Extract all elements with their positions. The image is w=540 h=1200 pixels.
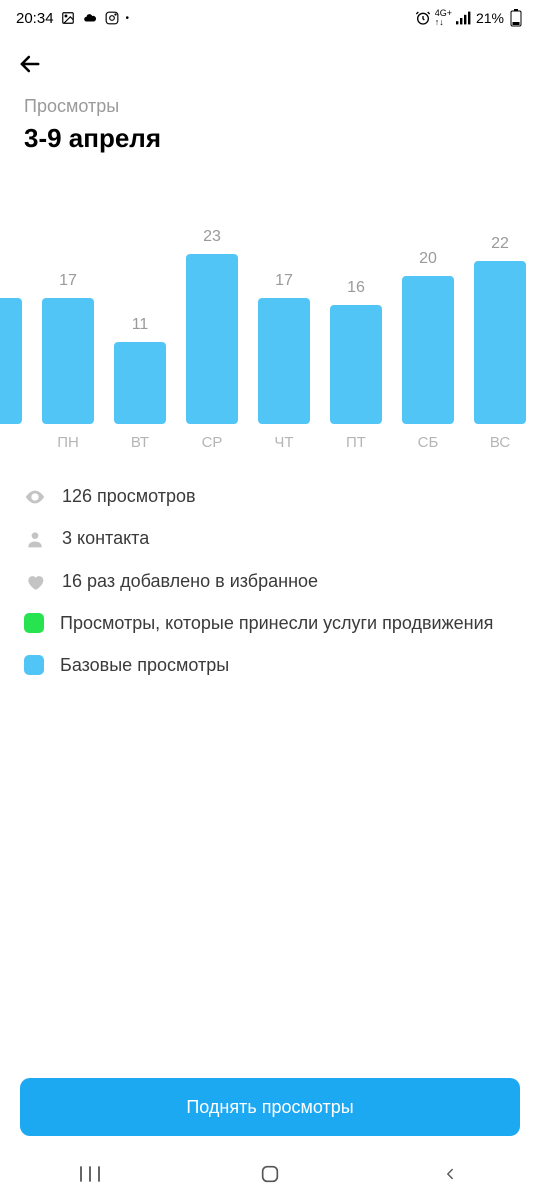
cloud-icon <box>82 10 98 26</box>
bar-rect <box>42 298 94 424</box>
battery-icon <box>508 10 524 26</box>
bar-value: 22 <box>491 235 509 255</box>
bar-value: 11 <box>132 316 149 336</box>
bar-rect <box>114 342 166 424</box>
bar-rect <box>186 254 238 424</box>
bar-value: 17 <box>275 272 293 292</box>
system-navbar <box>0 1148 540 1200</box>
status-left: 20:34 • <box>16 10 129 27</box>
stat-favorites: 16 раз добавлено в избранное <box>24 569 516 593</box>
views-chart: 17 ПН 11 ВТ 23 СР 17 ЧТ 16 ПТ 20 СБ 22 ВС <box>0 154 540 454</box>
bar-rect <box>402 276 454 424</box>
cta-container: Поднять просмотры <box>0 1078 540 1136</box>
bar-rect <box>0 298 22 424</box>
bar-label: ВС <box>490 434 510 454</box>
status-time: 20:34 <box>16 10 54 27</box>
bar-rect <box>330 305 382 424</box>
legend-base-swatch <box>24 655 44 675</box>
bar-label: ЧТ <box>274 434 293 454</box>
alarm-icon <box>415 10 431 26</box>
heart-icon <box>24 571 46 593</box>
chart-bar[interactable]: 16 ПТ <box>330 279 382 454</box>
status-right: 4G+↑↓ 21% <box>415 9 524 27</box>
back-button[interactable] <box>16 50 44 78</box>
eye-icon <box>24 486 46 508</box>
bar-label: СР <box>202 434 223 454</box>
header: Просмотры 3-9 апреля <box>0 92 540 154</box>
bar-value: 16 <box>347 279 365 299</box>
chart-bar[interactable]: 17 ПН <box>42 272 94 454</box>
page-title: 3-9 апреля <box>24 123 516 154</box>
nav-back-button[interactable] <box>410 1158 490 1190</box>
topbar <box>0 36 540 92</box>
bar-label: ПН <box>57 434 79 454</box>
stat-contacts-text: 3 контакта <box>62 526 149 550</box>
battery-percent: 21% <box>476 10 504 26</box>
legend-promo-label: Просмотры, которые принесли услуги продв… <box>60 611 493 635</box>
legend-promo-swatch <box>24 613 44 633</box>
nav-recents-button[interactable] <box>50 1158 130 1190</box>
bar-value: 23 <box>203 228 221 248</box>
nav-home-button[interactable] <box>230 1158 310 1190</box>
legend-base: Базовые просмотры <box>24 653 516 677</box>
chart-bar[interactable]: 22 ВС <box>474 235 526 454</box>
bar-label: ВТ <box>131 434 149 454</box>
chart-bar[interactable]: 20 СБ <box>402 250 454 454</box>
network-icon: 4G+↑↓ <box>435 9 452 27</box>
person-icon <box>24 528 46 550</box>
bar-value: 17 <box>59 272 77 292</box>
legend-promo: Просмотры, которые принесли услуги продв… <box>24 611 516 635</box>
bar-label: СБ <box>418 434 439 454</box>
stat-contacts: 3 контакта <box>24 526 516 550</box>
chart-bar[interactable]: 11 ВТ <box>114 316 166 454</box>
page-subtitle: Просмотры <box>24 96 516 117</box>
stat-views-text: 126 просмотров <box>62 484 196 508</box>
image-icon <box>60 10 76 26</box>
chart-bar[interactable] <box>0 272 22 454</box>
instagram-icon <box>104 10 120 26</box>
bar-label: ПТ <box>346 434 366 454</box>
bar-value: 20 <box>419 250 437 270</box>
stats-list: 126 просмотров 3 контакта 16 раз добавле… <box>0 454 540 677</box>
status-dot: • <box>126 13 130 24</box>
stat-views: 126 просмотров <box>24 484 516 508</box>
status-bar: 20:34 • 4G+↑↓ 21% <box>0 0 540 36</box>
chart-bar[interactable]: 17 ЧТ <box>258 272 310 454</box>
chart-bar[interactable]: 23 СР <box>186 228 238 454</box>
stat-favorites-text: 16 раз добавлено в избранное <box>62 569 318 593</box>
bar-rect <box>258 298 310 424</box>
legend-base-label: Базовые просмотры <box>60 653 229 677</box>
signal-icon <box>456 10 472 26</box>
bar-rect <box>474 261 526 424</box>
boost-views-button[interactable]: Поднять просмотры <box>20 1078 520 1136</box>
